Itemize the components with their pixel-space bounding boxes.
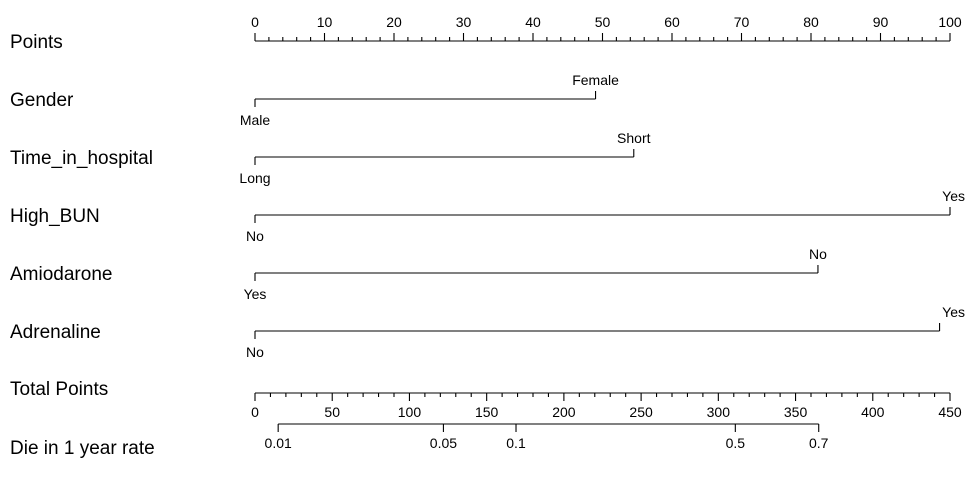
- total-points-tick-label: 250: [629, 404, 653, 420]
- points-tick-label: 100: [938, 14, 962, 30]
- points-tick-label: 90: [873, 14, 889, 30]
- row-label-gender: Gender: [10, 90, 74, 111]
- points-tick-label: 20: [386, 14, 402, 30]
- row-label-die-in-1-year-rate: Die in 1 year rate: [10, 438, 155, 459]
- points-tick-label: 10: [317, 14, 333, 30]
- row-label-total-points: Total Points: [10, 379, 108, 400]
- total-points-tick-label: 350: [784, 404, 808, 420]
- amiodarone-level-no: No: [809, 246, 827, 262]
- points-tick-label: 70: [734, 14, 750, 30]
- points-tick-label: 50: [595, 14, 611, 30]
- points-tick-label: 60: [664, 14, 680, 30]
- total-points-tick-label: 450: [938, 404, 962, 420]
- row-label-time-in-hospital: Time_in_hospital: [10, 148, 153, 169]
- die-in-1-year-rate-tick-label: 0.1: [506, 435, 526, 451]
- points-tick-label: 40: [525, 14, 541, 30]
- time-in-hospital-level-long: Long: [239, 170, 270, 186]
- gender-level-male: Male: [240, 112, 271, 128]
- adrenaline-level-no: No: [246, 344, 264, 360]
- total-points-tick-label: 400: [861, 404, 885, 420]
- high-bun-level-no: No: [246, 228, 264, 244]
- total-points-tick-label: 0: [251, 404, 259, 420]
- amiodarone-level-yes: Yes: [244, 286, 267, 302]
- gender-level-female: Female: [572, 72, 619, 88]
- points-tick-label: 0: [251, 14, 259, 30]
- points-tick-label: 80: [803, 14, 819, 30]
- total-points-tick-label: 50: [324, 404, 340, 420]
- total-points-tick-label: 150: [475, 404, 499, 420]
- die-in-1-year-rate-tick-label: 0.7: [809, 435, 829, 451]
- adrenaline-level-yes: Yes: [942, 304, 965, 320]
- total-points-tick-label: 300: [707, 404, 731, 420]
- die-in-1-year-rate-tick-label: 0.5: [726, 435, 746, 451]
- time-in-hospital-level-short: Short: [617, 130, 651, 146]
- die-in-1-year-rate-tick-label: 0.01: [265, 435, 292, 451]
- high-bun-level-yes: Yes: [942, 188, 965, 204]
- points-tick-label: 30: [456, 14, 472, 30]
- row-label-adrenaline: Adrenaline: [10, 322, 101, 343]
- die-in-1-year-rate-tick-label: 0.05: [430, 435, 457, 451]
- row-label-amiodarone: Amiodarone: [10, 264, 112, 285]
- row-label-points: Points: [10, 32, 63, 53]
- row-label-high-bun: High_BUN: [10, 206, 100, 227]
- total-points-tick-label: 100: [398, 404, 422, 420]
- total-points-tick-label: 200: [552, 404, 576, 420]
